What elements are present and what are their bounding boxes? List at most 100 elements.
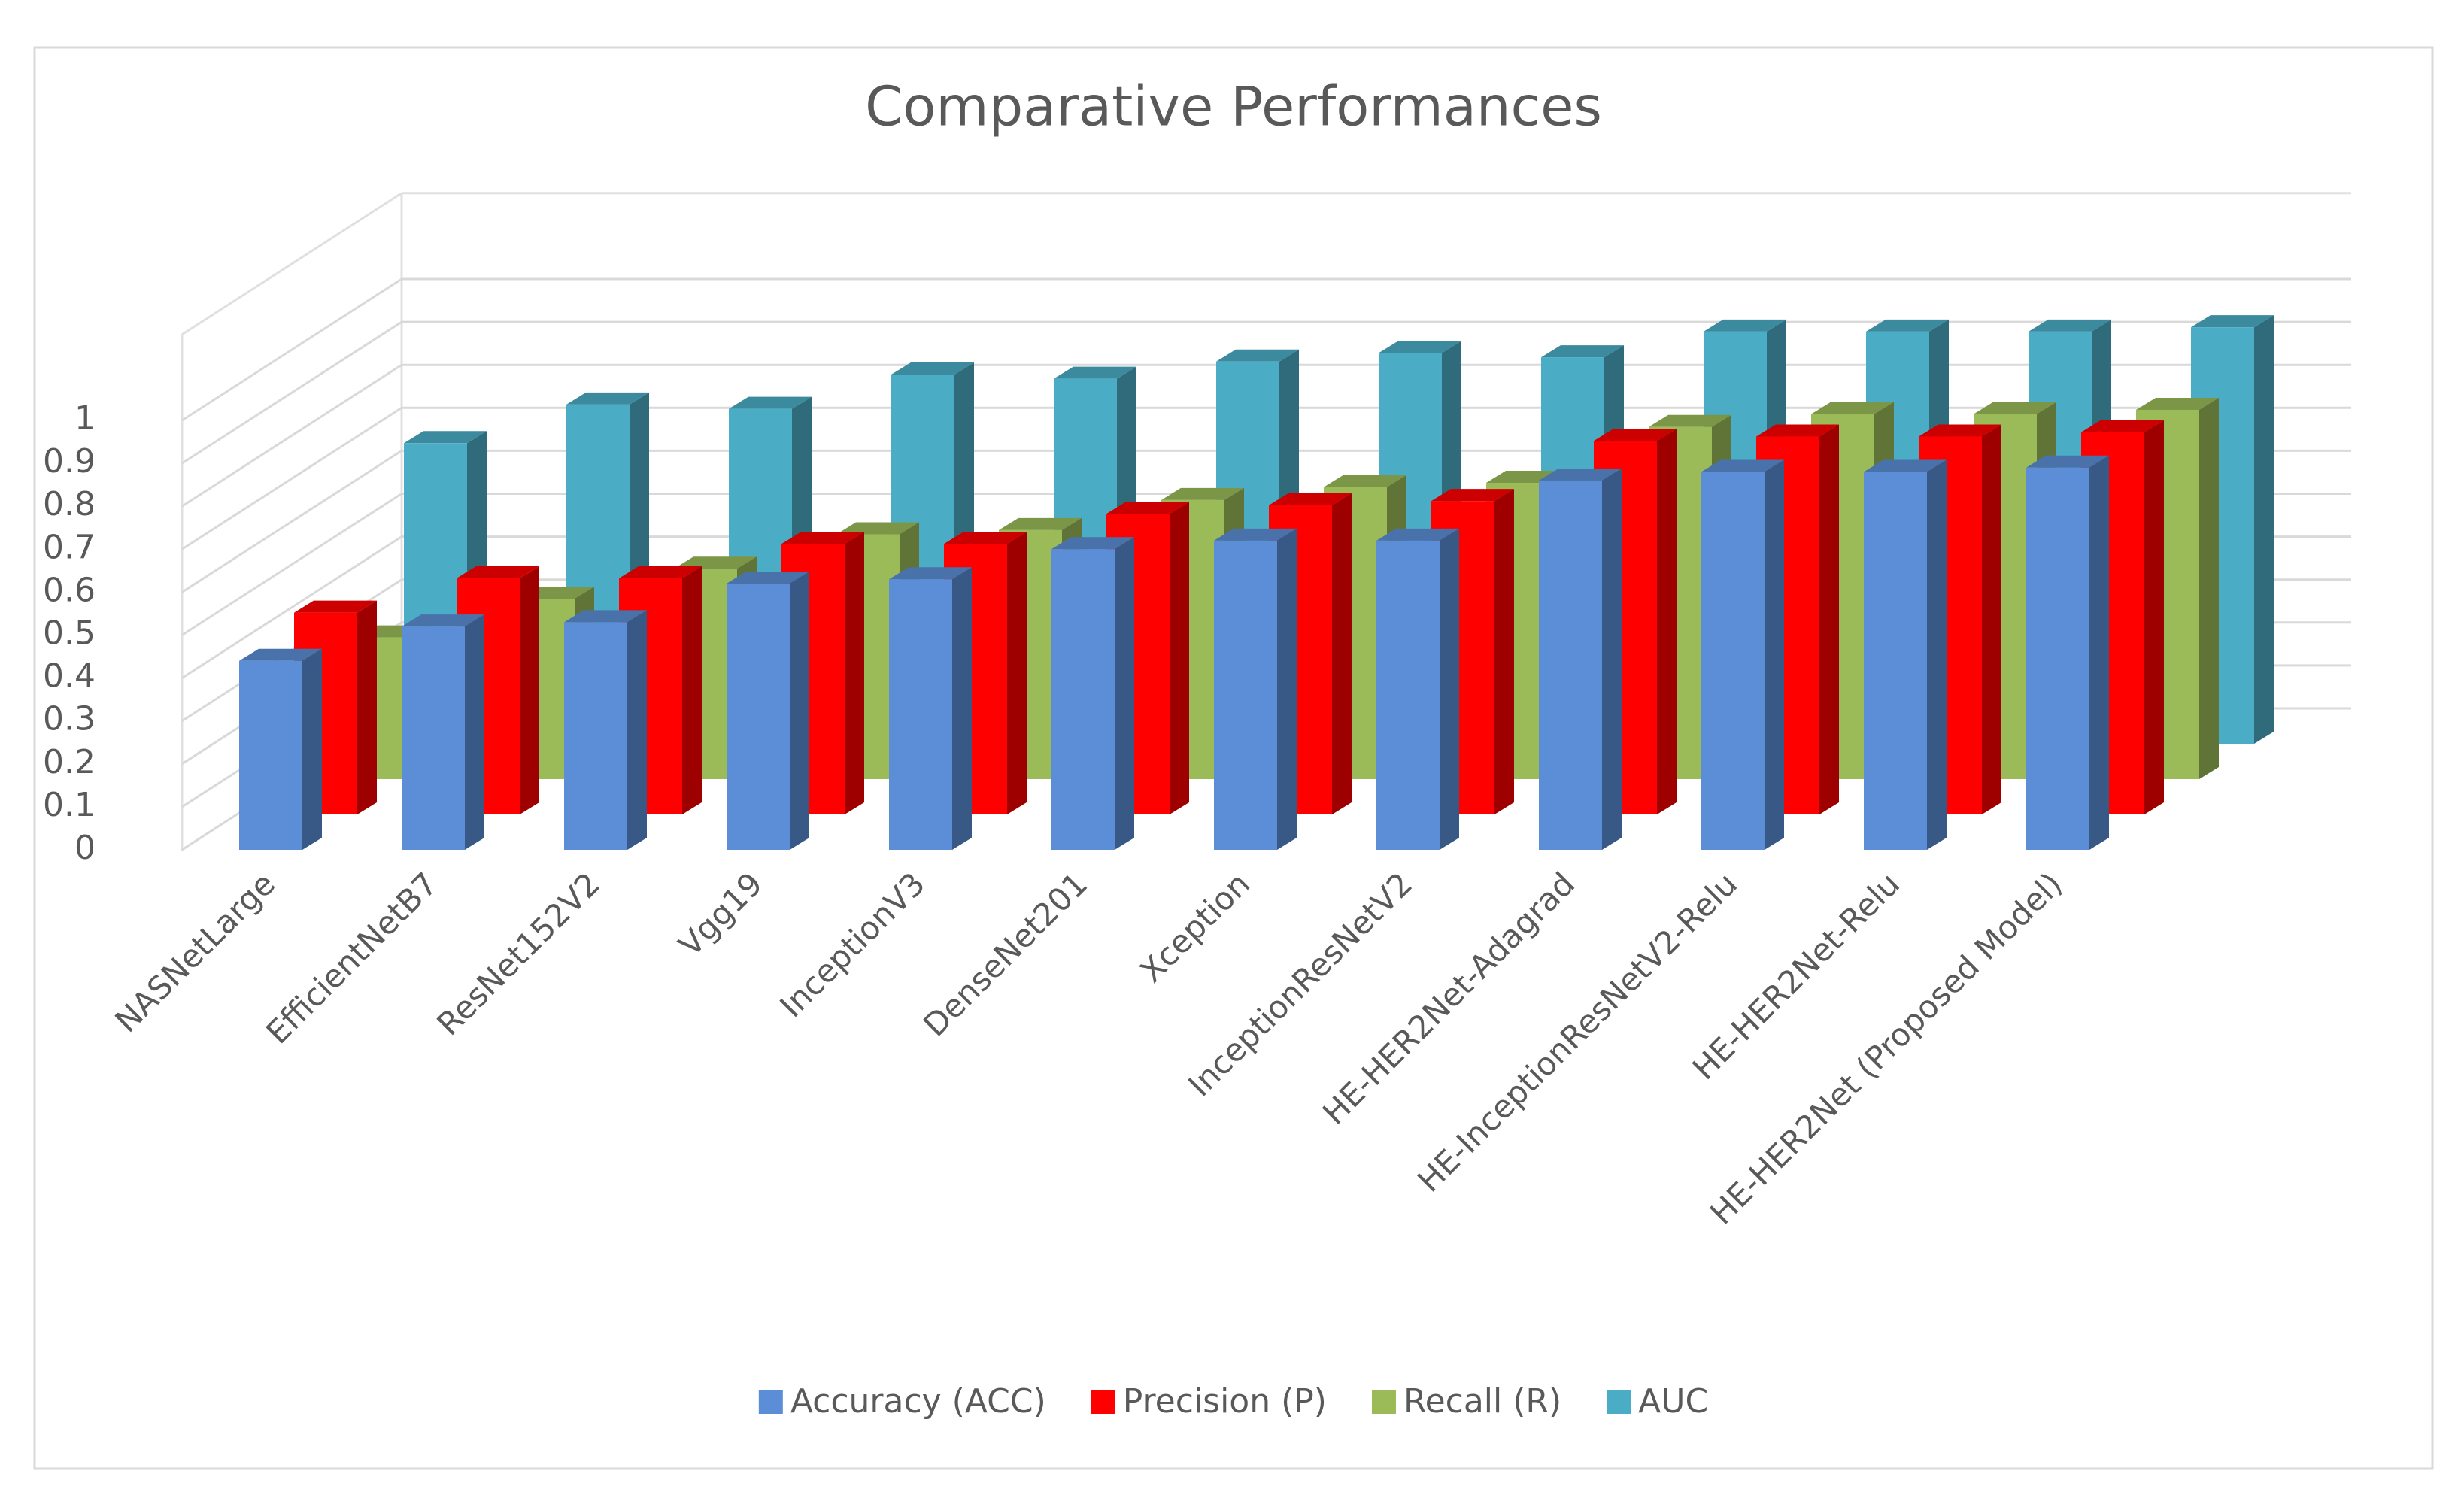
y-tick-label: 0.3 (43, 700, 96, 738)
bar-top (564, 610, 647, 623)
bar-top (1054, 366, 1136, 379)
bar-side (682, 566, 702, 814)
bar-side (2144, 420, 2164, 814)
bar-side (1657, 429, 1677, 814)
bar-top (781, 532, 864, 544)
bar-top (1919, 424, 2001, 437)
legend-swatch (1091, 1390, 1115, 1414)
bar-side (1440, 528, 1459, 850)
legend: Accuracy (ACC) Precision (P) Recall (R) AUC (758, 1382, 1708, 1421)
chart-title: Comparative Performances (865, 75, 1602, 138)
grid-line (181, 406, 2351, 550)
bar-side (357, 600, 377, 814)
bar-side (2254, 315, 2274, 744)
bar (239, 660, 302, 850)
bar-top (294, 600, 377, 613)
bar-side (1277, 528, 1297, 850)
bar-side (845, 532, 864, 814)
bar-top (619, 566, 702, 578)
legend-label: Accuracy (ACC) (790, 1382, 1046, 1421)
bar-top (1864, 459, 1947, 472)
bar-side (1819, 424, 1839, 814)
legend-swatch (758, 1390, 783, 1414)
bar-top (1649, 414, 1731, 427)
y-tick-label: 0.1 (43, 786, 96, 824)
bar-side (1007, 532, 1027, 814)
bar-side (1115, 537, 1134, 850)
bar (727, 583, 790, 850)
bar-top (727, 571, 809, 584)
y-tick-label: 0.8 (43, 485, 96, 523)
bar-top (1269, 493, 1352, 505)
bar-top (944, 532, 1027, 544)
bar-top (1701, 459, 1784, 472)
bar-side (1170, 502, 1189, 814)
bar-top (2029, 319, 2111, 332)
legend-label: AUC (1638, 1382, 1708, 1421)
grid-line (181, 320, 2351, 465)
bar-top (891, 362, 974, 375)
bar (1539, 480, 1602, 850)
bar-side (952, 567, 972, 850)
bar-top (566, 392, 649, 405)
y-tick-label: 1 (74, 399, 96, 438)
bar-top (1539, 468, 1622, 481)
bar-side (627, 610, 647, 850)
bar (402, 626, 465, 850)
bar-top (1216, 349, 1299, 362)
legend-swatch (1371, 1390, 1396, 1414)
bar-side (1927, 459, 1947, 850)
bar-top (2081, 420, 2164, 432)
bar-top (457, 566, 539, 578)
bar-side (1982, 424, 2001, 814)
bar-top (1866, 319, 1949, 332)
bar-top (889, 567, 972, 580)
bar-top (729, 396, 812, 409)
bar-top (1376, 528, 1459, 541)
y-tick-label: 0.2 (43, 743, 96, 781)
bar-side (1332, 493, 1352, 814)
bar-side (2199, 397, 2219, 779)
bar (1864, 472, 1927, 850)
legend-swatch (1607, 1390, 1631, 1414)
bar-top (1106, 502, 1189, 514)
bar-top (1974, 402, 2056, 414)
legend-label: Recall (R) (1403, 1382, 1561, 1421)
bar-top (1541, 345, 1624, 358)
y-tick-label: 0.7 (43, 528, 96, 566)
y-tick-label: 0.6 (43, 571, 96, 609)
bar (1214, 540, 1277, 850)
y-tick-label: 0.4 (43, 657, 96, 696)
bar-top (1594, 429, 1677, 441)
bar-top (1161, 487, 1244, 500)
grid-line (181, 277, 2351, 422)
bar (889, 579, 952, 850)
bar-top (2026, 455, 2109, 468)
bar-top (674, 556, 757, 569)
bar-top (2136, 397, 2219, 410)
bar-top (836, 522, 919, 535)
y-tick-label: 0.9 (43, 442, 96, 481)
bar-side (1494, 489, 1514, 814)
bar (1701, 472, 1765, 850)
bar (1376, 540, 1440, 850)
axis-wall (181, 192, 402, 336)
y-tick-label: 0 (74, 829, 96, 867)
bar (564, 622, 627, 850)
legend-label: Precision (P) (1123, 1382, 1327, 1421)
bar-top (404, 431, 487, 444)
bar-top (402, 614, 484, 627)
bar (2026, 467, 2089, 850)
bar-side (302, 648, 322, 850)
bar-top (1214, 528, 1297, 541)
bar-top (1324, 475, 1406, 487)
bar-top (1379, 341, 1461, 353)
bar-top (999, 517, 1082, 530)
bar-top (239, 648, 322, 661)
bar-top (1811, 402, 1894, 414)
bar-side (520, 566, 539, 814)
y-tick-label: 0.5 (43, 614, 96, 653)
grid-line (181, 363, 2351, 508)
bar-side (790, 571, 809, 850)
